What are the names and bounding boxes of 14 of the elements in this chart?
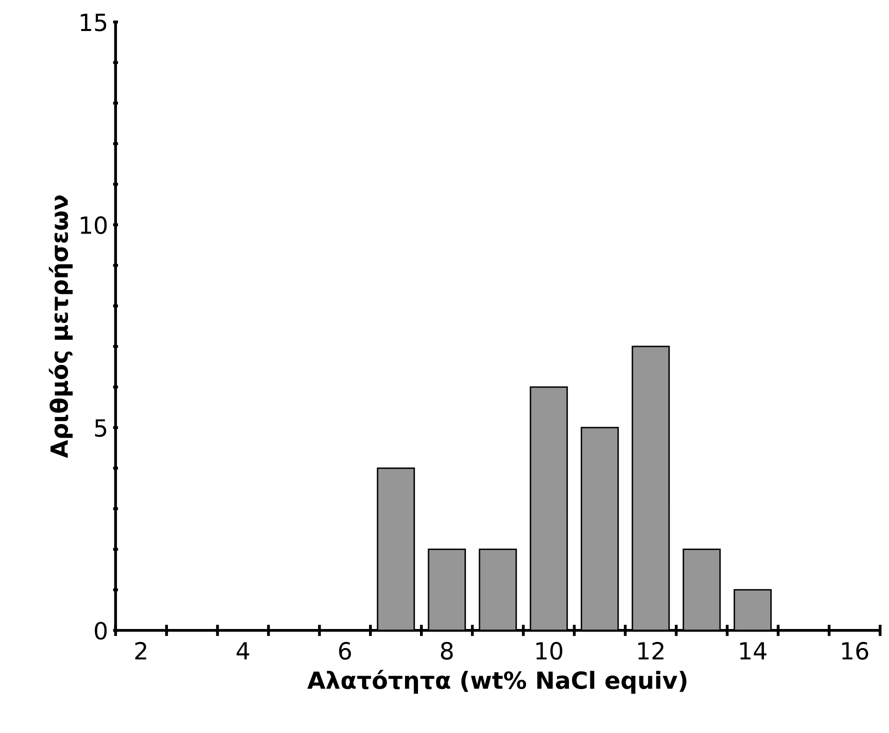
x-tick-label: 8 [440, 642, 453, 660]
y-axis-title: Αριθμός μετρήσεων [48, 195, 73, 458]
x-tick-label: 16 [842, 642, 868, 660]
y-tick-label: 5 [95, 419, 106, 437]
x-tick-label: 12 [638, 642, 664, 660]
x-tick-label: 10 [536, 642, 562, 660]
x-tick-label: 14 [740, 642, 766, 660]
y-tick-label: 0 [94, 622, 107, 640]
x-tick-label: 2 [135, 642, 146, 660]
x-axis-title: Αλατότητα (wt% NaCl equiv) [307, 670, 686, 694]
y-tick-label: 15 [80, 14, 106, 32]
x-tick-label: 6 [339, 642, 351, 660]
y-tick-label: 10 [80, 216, 107, 234]
x-tick-label: 4 [236, 642, 250, 660]
